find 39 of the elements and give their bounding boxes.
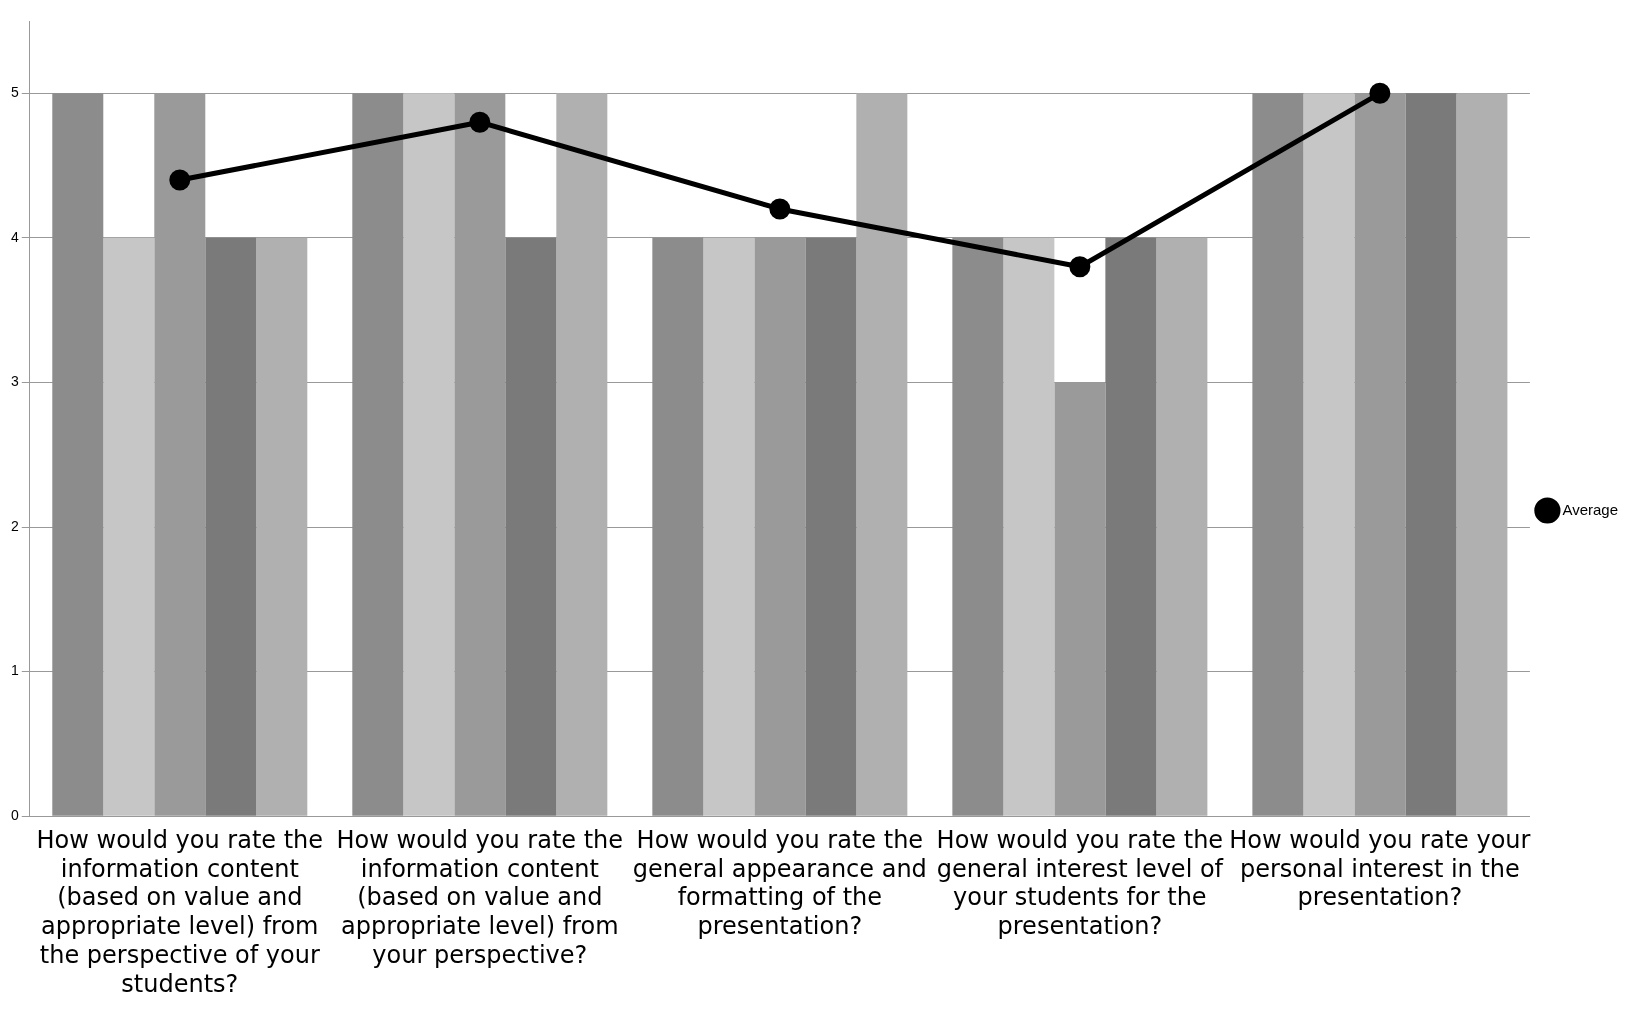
bar — [1456, 93, 1508, 816]
bar — [1054, 382, 1106, 816]
y-tick-label: 2 — [10, 517, 19, 534]
bar — [103, 237, 155, 816]
bar — [1405, 93, 1457, 816]
bar — [856, 93, 908, 816]
x-tick-label: How would you rate the general interest level of your students for the presentation? — [936, 825, 1224, 941]
y-tick-label: 1 — [10, 662, 19, 679]
y-tick-label: 0 — [10, 807, 19, 824]
point — [469, 111, 491, 133]
bar — [205, 237, 257, 816]
point — [1369, 82, 1391, 104]
x-tick-label: How would you rate the information content (based on value and appropriate level) from your perspective? — [336, 825, 624, 970]
bar — [1354, 93, 1406, 816]
x-tick-label: How would you rate the general appearance and formatting of the presentation? — [632, 825, 927, 941]
bar — [352, 93, 404, 816]
bar — [52, 93, 104, 816]
x-tick-label: How would you rate the information content (based on value and appropriate level) from the perspective of your students? — [36, 825, 324, 998]
y-tick-label: 4 — [10, 228, 19, 245]
bar — [1252, 93, 1304, 816]
point — [1069, 256, 1091, 278]
bar — [1003, 237, 1055, 816]
x-tick-label: How would you rate your personal interest in the presentation? — [1229, 825, 1531, 912]
bar — [952, 237, 1004, 816]
bar — [403, 93, 455, 816]
bar — [652, 237, 704, 816]
bar — [805, 237, 857, 816]
bar — [1105, 237, 1157, 816]
point — [769, 198, 791, 220]
y-tick-label: 5 — [10, 84, 19, 101]
point — [169, 169, 191, 191]
bar — [505, 237, 557, 816]
bar — [1303, 93, 1355, 816]
bar — [1156, 237, 1208, 816]
y-tick-label: 3 — [10, 373, 19, 390]
legend-label: Average — [1562, 500, 1619, 518]
bar — [556, 93, 608, 816]
bar — [703, 237, 755, 816]
bar — [256, 237, 308, 816]
